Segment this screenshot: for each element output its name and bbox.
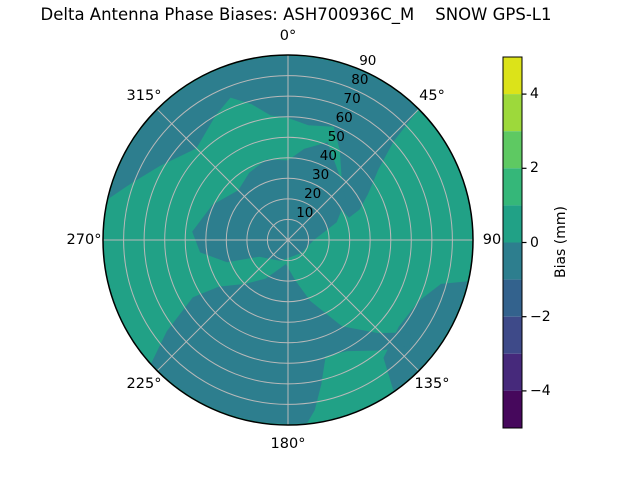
colorbar-band-n4-n3 xyxy=(503,353,522,391)
colorbar-tick-label-n4: −4 xyxy=(530,383,551,399)
contour-region-south-lobe xyxy=(151,264,411,424)
colorbar-band-2-3 xyxy=(503,131,522,169)
polar-contour-plot: 10 20 30 40 50 60 70 80 90 0° 45° 90 135… xyxy=(67,28,502,452)
colorbar-band-0-1 xyxy=(503,205,522,243)
theta-tick-135: 135° xyxy=(415,376,450,392)
colorbar xyxy=(502,56,527,429)
colorbar-band-4-5 xyxy=(503,57,522,95)
spoke-315 xyxy=(156,108,289,241)
r-tick-80: 80 xyxy=(351,72,368,88)
theta-tick-180: 180° xyxy=(271,436,306,452)
colorbar-band-n3-n2 xyxy=(503,316,522,354)
colorbar-band-n1-0 xyxy=(503,242,522,280)
r-tick-90: 90 xyxy=(359,53,376,69)
theta-tick-315: 315° xyxy=(127,88,162,104)
colorbar-tick-label-2: 2 xyxy=(530,160,539,176)
colorbar-band-n2-n1 xyxy=(503,279,522,317)
spoke-225 xyxy=(156,239,289,372)
contour-region-north-rim xyxy=(108,55,419,218)
plot-title: Delta Antenna Phase Biases: ASH700936C_M… xyxy=(40,5,552,24)
spoke-135 xyxy=(287,239,420,372)
colorbar-tick-label-n2: −2 xyxy=(530,309,551,325)
polar-outline xyxy=(102,54,474,426)
theta-tick-225: 225° xyxy=(127,376,162,392)
theta-tick-0: 0° xyxy=(280,28,296,44)
theta-tick-270: 270° xyxy=(67,232,102,248)
theta-tick-45: 45° xyxy=(419,88,445,104)
r-tick-60: 60 xyxy=(336,110,353,126)
colorbar-band-1-2 xyxy=(503,168,522,206)
r-tick-30: 30 xyxy=(312,167,329,183)
spoke-45 xyxy=(287,108,420,241)
colorbar-tick-label-4: 4 xyxy=(530,86,539,102)
contour-region-southeast-band xyxy=(383,281,468,391)
r-tick-40: 40 xyxy=(320,148,337,164)
r-tick-50: 50 xyxy=(328,129,345,145)
colorbar-tick-label-0: 0 xyxy=(530,235,539,251)
r-tick-70: 70 xyxy=(344,91,361,107)
colorbar-band-3-4 xyxy=(503,94,522,132)
r-tick-20: 20 xyxy=(304,186,321,202)
colorbar-axis-label: Bias (mm) xyxy=(553,205,569,279)
theta-tick-90: 90 xyxy=(483,232,501,248)
r-tick-10: 10 xyxy=(296,205,313,221)
colorbar-band-n5-n4 xyxy=(503,390,522,428)
